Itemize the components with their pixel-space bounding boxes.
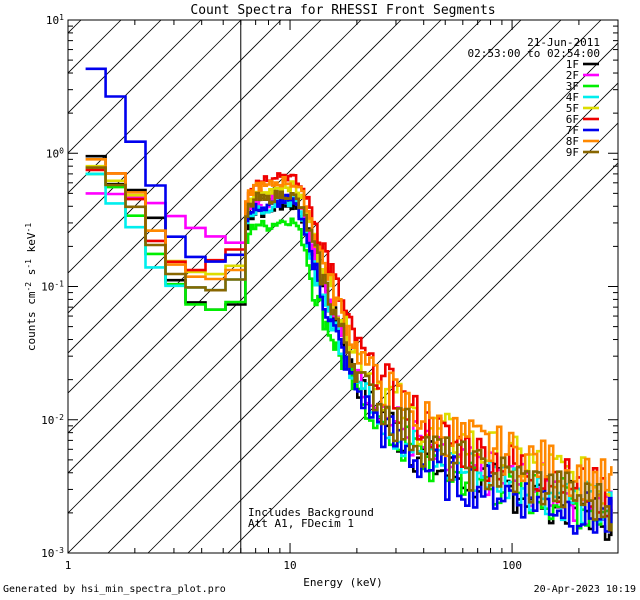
- x-axis-label: Energy (keV): [303, 576, 382, 589]
- y-axis-label: counts cm-2 s-1 keV-1: [24, 223, 39, 351]
- y-tick-exponent: 0: [59, 146, 64, 155]
- series-5F: [85, 164, 613, 505]
- hatch-line: [68, 20, 562, 514]
- hatch-line: [0, 20, 41, 553]
- hatch-line: [68, 20, 522, 474]
- legend-time-range: 02:53:00 to 02:54:00: [468, 47, 600, 60]
- y-label-part: counts cm: [25, 291, 38, 351]
- legend-label-3F: 3F: [566, 80, 579, 93]
- legend-label-2F: 2F: [566, 69, 579, 82]
- y-tick-exponent: -2: [54, 412, 64, 421]
- y-tick-label: 10-2: [41, 412, 64, 427]
- hatch-line: [227, 162, 618, 553]
- y-label-exp: -2: [24, 282, 33, 292]
- legend-label-8F: 8F: [566, 135, 579, 148]
- y-tick-label: 10-1: [41, 279, 64, 294]
- y-tick-label: 10-3: [41, 546, 64, 561]
- y-tick-base: 10: [46, 147, 59, 160]
- hatch-line: [68, 20, 402, 354]
- y-tick-base: 10: [41, 547, 54, 560]
- footer-timestamp: 20-Apr-2023 10:19: [533, 584, 636, 595]
- y-tick-exponent: -1: [54, 279, 64, 288]
- y-tick-base: 10: [41, 281, 54, 294]
- series-9F: [85, 166, 613, 532]
- y-label-part: keV: [25, 232, 38, 259]
- hatch-line: [68, 20, 282, 234]
- series-layer: [85, 67, 613, 541]
- series-6F: [85, 168, 613, 518]
- footer-generated-by: Generated by hsi_min_spectra_plot.pro: [3, 584, 226, 595]
- legend-label-4F: 4F: [566, 91, 579, 104]
- y-tick-base: 10: [41, 414, 54, 427]
- legend-label-6F: 6F: [566, 113, 579, 126]
- hatch-line: [68, 20, 362, 314]
- x-tick-label: 100: [502, 559, 522, 572]
- hatch-line: [68, 20, 482, 434]
- y-label-exp: -1: [24, 223, 33, 233]
- hatch-line: [107, 42, 618, 553]
- legend-label-9F: 9F: [566, 146, 579, 159]
- hatch-line: [187, 122, 618, 553]
- legend: 21-Jun-2011 02:53:00 to 02:54:00 1F2F3F4…: [468, 36, 600, 159]
- y-tick-label: 100: [46, 146, 64, 161]
- y-tick-exponent: -3: [54, 546, 64, 555]
- annotation-background: Includes Background: [248, 506, 374, 519]
- annotation-attenuator: Att A1, FDecim 1: [248, 517, 354, 530]
- hatch-line: [68, 20, 242, 194]
- legend-date: 21-Jun-2011: [527, 36, 600, 49]
- y-tick-base: 10: [46, 14, 59, 27]
- y-label-exp: -1: [24, 259, 33, 269]
- legend-label-7F: 7F: [566, 124, 579, 137]
- hatched-region: [0, 20, 618, 553]
- legend-label-5F: 5F: [566, 102, 579, 115]
- x-tick-label: 10: [283, 559, 296, 572]
- x-tick-label: 1: [65, 559, 72, 572]
- y-tick-exponent: 1: [59, 13, 64, 22]
- hatch-line: [68, 20, 162, 114]
- hatch-line: [68, 20, 202, 154]
- hatch-line: [68, 20, 322, 274]
- y-label-part: s: [25, 269, 38, 282]
- chart-title: Count Spectra for RHESSI Front Segments: [190, 3, 495, 18]
- plot-frame: [67, 19, 619, 554]
- y-tick-label: 101: [46, 13, 64, 28]
- legend-label-1F: 1F: [566, 58, 579, 71]
- annotation: Includes Background Att A1, FDecim 1: [248, 506, 374, 530]
